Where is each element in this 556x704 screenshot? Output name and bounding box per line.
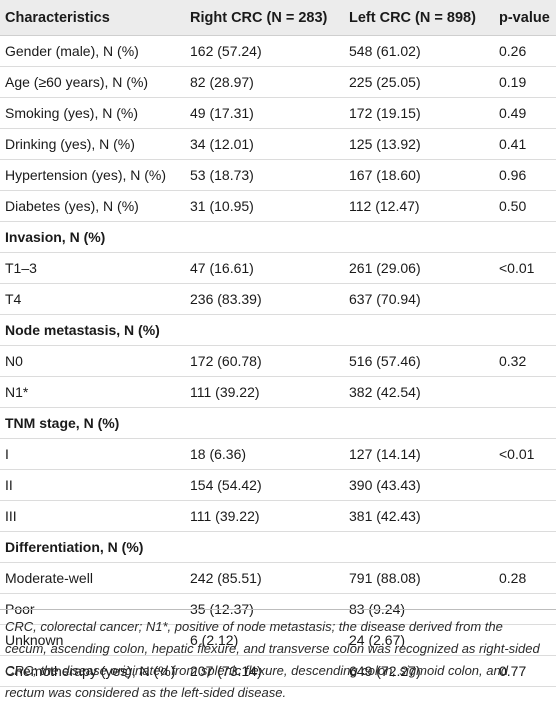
row-label: III [5,508,17,524]
row-label: Invasion, N (%) [5,229,106,245]
right-crc-value: 34 (12.01) [190,136,254,152]
left-crc-value: 167 (18.60) [349,167,421,183]
row-label: Node metastasis, N (%) [5,322,160,338]
p-value: <0.01 [499,446,535,462]
left-crc-value: 516 (57.46) [349,353,421,369]
table-row: III 111 (39.22) 381 (42.43) [0,501,556,532]
left-crc-value: 548 (61.02) [349,43,421,59]
row-label: Differentiation, N (%) [5,539,144,555]
p-value: 0.41 [499,136,527,152]
right-crc-value: 31 (10.95) [190,198,254,214]
characteristics-table: Characteristics Right CRC (N = 283) Left… [0,0,556,687]
left-crc-value: 112 (12.47) [349,198,420,214]
row-label: Gender (male), N (%) [5,43,139,59]
left-crc-value: 381 (42.43) [349,508,421,524]
row-label: I [5,446,9,462]
row-label: Smoking (yes), N (%) [5,105,139,121]
p-value: 0.96 [499,167,527,183]
p-value: 0.32 [499,353,527,369]
p-value: 0.49 [499,105,527,121]
table-header: Characteristics Right CRC (N = 283) Left… [0,0,556,36]
table-row: T1–3 47 (16.61) 261 (29.06) <0.01 [0,253,556,284]
right-crc-value: 242 (85.51) [190,570,262,586]
table-row: I 18 (6.36) 127 (14.14) <0.01 [0,439,556,470]
table-row: Unknown 6 (2.12) 24 (2.67) [0,625,556,656]
section-row: Invasion, N (%) [0,222,556,253]
left-crc-value: 637 (70.94) [349,291,421,307]
right-crc-value: 49 (17.31) [190,105,254,121]
section-row: Differentiation, N (%) [0,532,556,563]
row-label: TNM stage, N (%) [5,415,120,431]
header-characteristics: Characteristics [5,9,110,26]
right-crc-value: 162 (57.24) [190,43,262,59]
table-footnote: CRC, colorectal cancer; N1*, positive of… [5,619,540,700]
right-crc-value: 172 (60.78) [190,353,262,369]
table-row: N0 172 (60.78) 516 (57.46) 0.32 [0,346,556,377]
header-right-crc: Right CRC (N = 283) [190,9,328,26]
row-label: Drinking (yes), N (%) [5,136,135,152]
header-p-value: p-value [499,9,550,26]
right-crc-value: 53 (18.73) [190,167,254,183]
header-left-crc: Left CRC (N = 898) [349,9,476,26]
right-crc-value: 207 (73.14) [190,663,262,679]
left-crc-value: 24 (2.67) [349,632,406,648]
table-row: Age (≥60 years), N (%) 82 (28.97) 225 (25.… [0,67,556,98]
table-row: Moderate-well 242 (85.51) 791 (88.08) 0.28 [0,563,556,594]
left-crc-value: 261 (29.06) [349,260,421,276]
row-label: Hypertension (yes), N (%) [5,167,167,183]
right-crc-value: 154 (54.42) [190,477,262,493]
table-row: Chemotherapy (yes), N (%) 207 (73.14) 649 … [0,656,556,687]
right-crc-value: 111 (39.22) [190,384,260,400]
p-value: 0.26 [499,43,527,59]
row-label: N1* [5,384,29,400]
left-crc-value: 382 (42.54) [349,384,421,400]
right-crc-value: 47 (16.61) [190,260,254,276]
table-row: Smoking (yes), N (%) 49 (17.31) 172 (19.15… [0,98,556,129]
section-row: TNM stage, N (%) [0,408,556,439]
row-label: Moderate-well [5,570,93,586]
p-value: <0.01 [499,260,535,276]
left-crc-value: 649 (72.27) [349,663,421,679]
section-row: Node metastasis, N (%) [0,315,556,346]
p-value: 0.50 [499,198,527,214]
left-crc-value: 127 (14.14) [349,446,421,462]
left-crc-value: 172 (19.15) [349,105,421,121]
left-crc-value: 791 (88.08) [349,570,421,586]
table-row: Hypertension (yes), N (%) 53 (18.73) 167 (… [0,160,556,191]
row-label: Unknown [5,632,64,648]
table-row: Diabetes (yes), N (%) 31 (10.95) 112 (12.4… [0,191,556,222]
table-body: Gender (male), N (%) 162 (57.24) 548 (61.0… [0,36,556,687]
left-crc-value: 390 (43.43) [349,477,421,493]
row-label: T4 [5,291,22,307]
right-crc-value: 111 (39.22) [190,508,260,524]
table-row: Drinking (yes), N (%) 34 (12.01) 125 (13.9… [0,129,556,160]
row-label: Age (≥60 years), N (%) [5,74,149,90]
table-row: II 154 (54.42) 390 (43.43) [0,470,556,501]
p-value: 0.19 [499,74,527,90]
right-crc-value: 82 (28.97) [190,74,254,90]
right-crc-value: 18 (6.36) [190,446,247,462]
right-crc-value: 6 (2.12) [190,632,239,648]
table-bottom-rule [0,609,556,610]
row-label: T1–3 [5,260,37,276]
row-label: Diabetes (yes), N (%) [5,198,139,214]
p-value: 0.77 [499,663,527,679]
table-row: T4 236 (83.39) 637 (70.94) [0,284,556,315]
left-crc-value: 225 (25.05) [349,74,421,90]
table-row: N1* 111 (39.22) 382 (42.54) [0,377,556,408]
row-label: Chemotherapy (yes), N (%) [5,663,176,679]
row-label: N0 [5,353,23,369]
left-crc-value: 125 (13.92) [349,136,421,152]
table-row: Gender (male), N (%) 162 (57.24) 548 (61.0… [0,36,556,67]
p-value: 0.28 [499,570,527,586]
row-label: II [5,477,13,493]
right-crc-value: 236 (83.39) [190,291,262,307]
